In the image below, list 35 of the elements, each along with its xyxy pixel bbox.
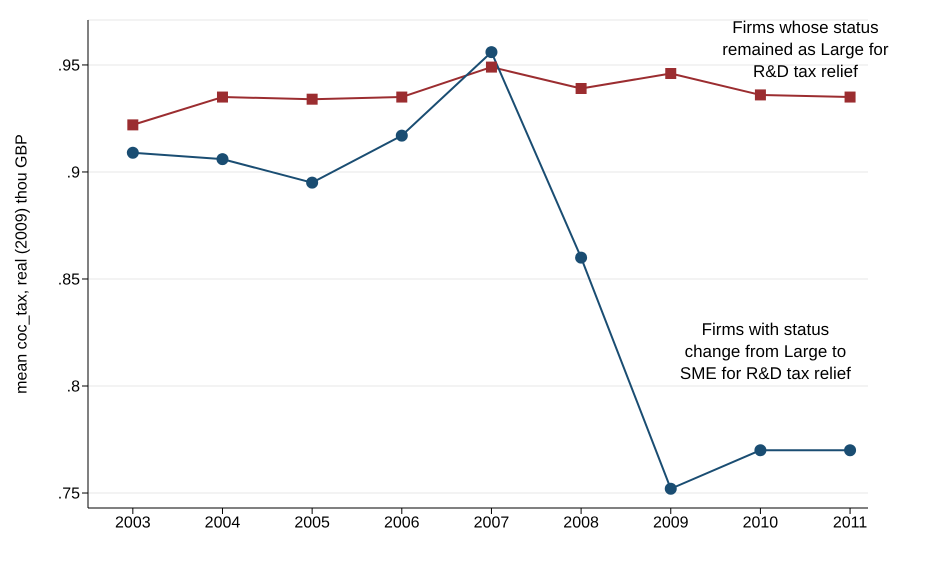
- y-tick-label: .75: [58, 486, 80, 503]
- series-label: Firms whose status remained as Large for R&D tax relief: [722, 18, 889, 81]
- point: [844, 444, 856, 456]
- point: [575, 252, 588, 264]
- x-tick-label: 2003: [115, 514, 151, 532]
- point: [754, 89, 766, 100]
- point: [576, 82, 587, 94]
- point: [306, 94, 318, 105]
- x-tick-label: 2008: [563, 514, 599, 532]
- x-tick-label: 2006: [384, 514, 420, 532]
- point: [665, 68, 676, 80]
- point: [485, 46, 498, 58]
- y-tick-label: .8: [66, 378, 80, 396]
- point: [396, 130, 408, 142]
- point: [396, 92, 408, 103]
- text: Firms with status change from Large to SME for R&D tax relief: [680, 320, 852, 384]
- x-tick-label: 2011: [832, 514, 868, 532]
- point: [216, 153, 228, 166]
- point: [844, 92, 856, 103]
- point: [126, 146, 139, 159]
- point: [127, 119, 138, 130]
- x-tick-label: 2010: [742, 514, 778, 532]
- point: [306, 176, 318, 189]
- x-tick-label: 2009: [652, 514, 689, 532]
- y-axis-title: mean coc_tax, real (2009) thou GBP: [14, 134, 31, 394]
- x-tick-label: 2005: [294, 514, 330, 532]
- y-tick-label: .9: [66, 164, 80, 182]
- point: [754, 444, 766, 456]
- x-tick-label: 2007: [474, 514, 510, 532]
- point: [216, 92, 228, 103]
- y-tick-label: .85: [58, 272, 80, 289]
- point: [486, 62, 497, 73]
- y-tick-label: .95: [58, 58, 80, 75]
- x-tick-label: 2004: [204, 514, 240, 532]
- point: [664, 482, 677, 495]
